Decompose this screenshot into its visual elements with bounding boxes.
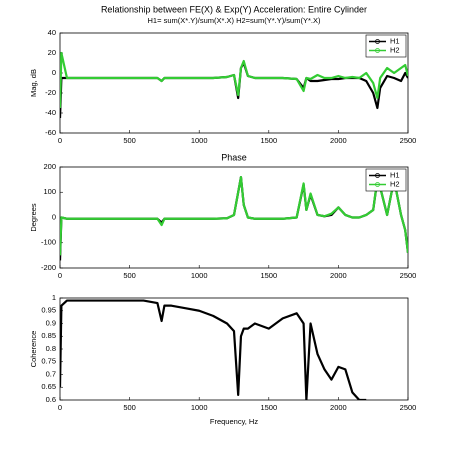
y-tick-label: 0.9 (46, 318, 56, 327)
y-tick-label: 0.8 (46, 344, 56, 353)
x-tick-label: 1000 (191, 136, 208, 145)
y-tick-label: -200 (41, 263, 56, 272)
series-line (60, 176, 408, 256)
x-tick-label: 2000 (330, 136, 347, 145)
y-tick-label: 40 (48, 28, 56, 37)
legend-label: H1 (390, 36, 400, 45)
plot-area (59, 297, 409, 401)
y-tick-label: 0 (52, 212, 56, 221)
chart-title: Phase (221, 152, 247, 162)
x-tick-label: 2000 (330, 403, 347, 412)
x-tick-label: 500 (123, 271, 136, 280)
legend-marker (375, 39, 380, 44)
series-line (60, 299, 367, 400)
y-tick-label: 0.7 (46, 369, 56, 378)
legend-marker (375, 182, 380, 187)
y-tick-label: -60 (45, 128, 56, 137)
x-tick-label: 2500 (400, 403, 417, 412)
x-tick-label: 1000 (191, 271, 208, 280)
series-line (60, 51, 408, 109)
x-axis-label: Frequency, Hz (210, 417, 258, 426)
y-tick-label: 1 (52, 293, 56, 302)
y-tick-label: 200 (43, 162, 56, 171)
y-tick-label: 20 (48, 48, 56, 57)
legend-box (365, 34, 407, 58)
x-tick-label: 1500 (260, 136, 277, 145)
y-tick-label: -100 (41, 238, 56, 247)
x-tick-label: 0 (58, 271, 62, 280)
x-tick-label: 2500 (400, 136, 417, 145)
legend-label: H2 (390, 179, 400, 188)
x-tick-label: 0 (58, 403, 62, 412)
x-tick-label: 500 (123, 136, 136, 145)
y-tick-label: 0.85 (41, 331, 56, 340)
x-tick-label: 1000 (191, 403, 208, 412)
legend-box (365, 168, 407, 192)
legend-label: H1 (390, 170, 400, 179)
legend-marker (375, 48, 380, 53)
plot-area (59, 32, 409, 134)
y-tick-label: -40 (45, 108, 56, 117)
y-tick-label: -20 (45, 88, 56, 97)
x-tick-label: 500 (123, 403, 136, 412)
x-tick-label: 1500 (260, 403, 277, 412)
x-tick-label: 2000 (330, 271, 347, 280)
x-tick-label: 1500 (260, 271, 277, 280)
x-tick-label: 0 (58, 136, 62, 145)
chart-subtitle: H1= sum(X*.Y)/sum(X*.X) H2=sum(Y*.Y)/sum… (148, 16, 321, 25)
y-axis-label: Degrees (29, 203, 38, 232)
legend-label: H2 (390, 45, 400, 54)
y-axis-label: Mag, dB (29, 69, 38, 97)
y-tick-label: 0 (52, 68, 56, 77)
y-tick-label: 100 (43, 187, 56, 196)
chart-title: Relationship between FE(X) & Exp(Y) Acce… (101, 4, 367, 14)
y-tick-label: 0.65 (41, 382, 56, 391)
y-axis-label: Coherence (29, 331, 38, 368)
legend-marker (375, 173, 380, 178)
y-tick-label: 0.6 (46, 395, 56, 404)
x-tick-label: 2500 (400, 271, 417, 280)
y-tick-label: 0.75 (41, 357, 56, 366)
y-tick-label: 0.95 (41, 306, 56, 315)
